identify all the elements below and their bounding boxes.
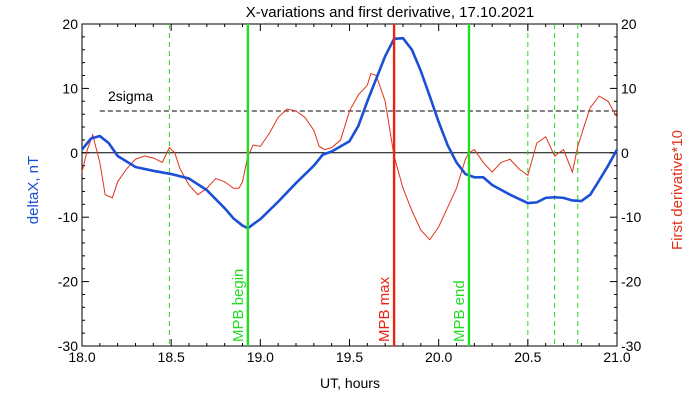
mpb-marker-label-1: MPB max: [376, 276, 393, 342]
y-tick-label-left-1: -20: [58, 274, 78, 290]
chart-title: X-variations and first derivative, 17.10…: [246, 4, 535, 21]
x-tick-label-0: 18.0: [68, 349, 95, 365]
x-tick-label-3: 19.5: [336, 349, 363, 365]
x-tick-label-4: 20.0: [425, 349, 452, 365]
y-tick-label-right-0: -30: [621, 338, 641, 354]
x-tick-label-2: 19.0: [247, 349, 274, 365]
y-axis-label-right: First derivative*10: [669, 130, 686, 250]
mpb-marker-label-0: MPB begin: [230, 269, 247, 342]
y-tick-label-left-5: 20: [62, 16, 78, 32]
mpb-marker-label-2: MPB end: [451, 280, 468, 342]
series-line-derivative: [81, 72, 618, 241]
y-tick-label-left-3: 0: [70, 145, 78, 161]
y-tick-label-right-2: -10: [621, 209, 641, 225]
y-tick-label-left-0: -30: [58, 338, 78, 354]
sigma-label: 2sigma: [108, 88, 153, 104]
y-tick-label-right-4: 10: [621, 80, 637, 96]
plot-frame: [81, 23, 618, 347]
y-tick-label-right-3: 0: [621, 145, 629, 161]
y-tick-label-right-1: -20: [621, 274, 641, 290]
y-tick-label-right-5: 20: [621, 16, 637, 32]
x-tick-label-6: 21.0: [603, 349, 630, 365]
x-tick-label-1: 18.5: [158, 349, 185, 365]
series-line-deltax: [80, 36, 619, 230]
x-axis-label: UT, hours: [320, 375, 380, 391]
y-axis-label-left: deltaX, nT: [25, 156, 42, 224]
y-tick-label-left-4: 10: [62, 80, 78, 96]
plot-layer: 18.0 18.5 19.0 19.5 20.0 20.5 21.0-30 -30-20 -20…: [58, 16, 642, 365]
y-tick-label-left-2: -10: [58, 209, 78, 225]
x-tick-label-5: 20.5: [514, 349, 541, 365]
